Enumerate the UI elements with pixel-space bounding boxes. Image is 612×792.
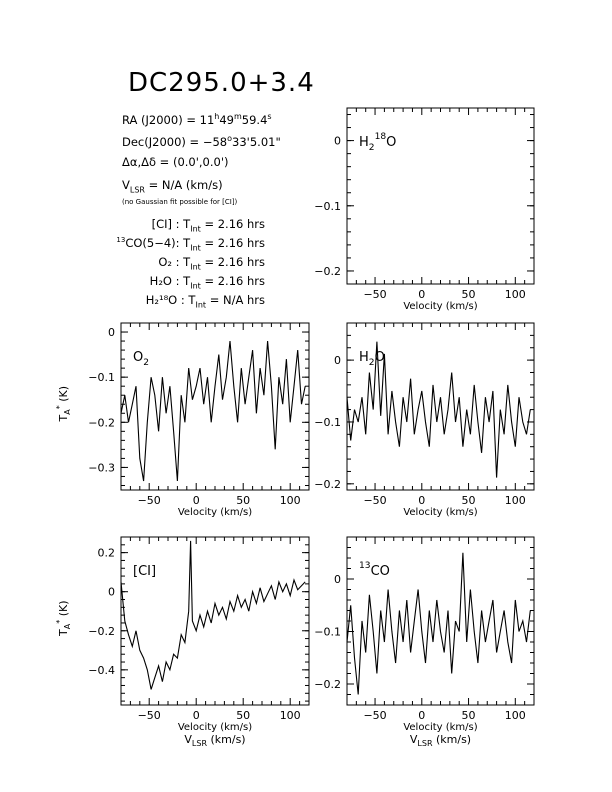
x-axis-label: Velocity (km/s) xyxy=(178,507,252,518)
chart-h218o: −50 0 50 100 0 −0.1 −0.2 Velocity (km/s) H2​18​O xyxy=(314,107,535,312)
spectrum-line-ci xyxy=(120,540,306,690)
chart-o2: −50 0 50 100 0 −0.1 −0.2 −0.3 Velocity (km/s) TA*… xyxy=(55,322,310,518)
y-tick-label: 0 xyxy=(334,573,341,586)
tint-line: H₂O : xyxy=(149,274,180,288)
y-tick-label: −0.2 xyxy=(314,478,341,491)
y-tick-label: 0 xyxy=(108,326,115,339)
tint-row: H₂¹⁸O : TInt = N/A hrs xyxy=(145,293,265,310)
spectrum-line-h2o xyxy=(346,341,531,478)
y-tick-label: −0.2 xyxy=(88,416,115,429)
offset-line: Δα,Δδ = (0.0',0.0') xyxy=(122,155,229,169)
x-tick-label: 0 xyxy=(418,494,425,507)
x-axis-label: Velocity (km/s) xyxy=(403,301,477,312)
y-tick-label: 0 xyxy=(334,354,341,367)
tint-line: O₂ : xyxy=(158,255,180,269)
x-axis-label: Velocity (km/s) xyxy=(178,722,252,733)
tint-line: H₂¹⁸O : xyxy=(145,293,185,307)
y-tick-label: −0.3 xyxy=(88,461,115,474)
tint-value: = N/A hrs xyxy=(209,293,265,307)
line-label-o2: O2​ xyxy=(133,350,149,368)
y-tick-label: −0.1 xyxy=(88,371,115,384)
y-tick-label: 0 xyxy=(108,586,115,599)
x-tick-label: 0 xyxy=(193,709,200,722)
tint-value: = 2.16 hrs xyxy=(204,255,265,269)
y-tick-label: −0.1 xyxy=(314,200,341,213)
line-label-13co: 13​CO xyxy=(359,561,390,579)
x-tick-label: 100 xyxy=(505,709,526,722)
tint-row: O₂ : TInt = 2.16 hrs xyxy=(158,255,265,272)
gaussian-note: (no Gaussian fit possible for [CI]) xyxy=(122,198,238,206)
x-tick-label: 50 xyxy=(462,709,476,722)
x-tick-label: 100 xyxy=(505,288,526,301)
tint-row: H₂O : TInt = 2.16 hrs xyxy=(149,274,265,291)
y-tick-label: −0.2 xyxy=(314,265,341,278)
tint-isotope: 13 xyxy=(116,236,126,245)
ra-hours: 11 xyxy=(199,112,215,127)
tint-line: [CI] : xyxy=(151,217,180,231)
plot-frame xyxy=(120,322,310,491)
spectrum-line-o2 xyxy=(120,341,306,482)
page-title: DC295.0+3.4 xyxy=(128,68,315,98)
y-tick-label: 0.2 xyxy=(98,547,116,560)
line-label-ci: [CI] xyxy=(133,564,156,579)
vlsr-line: VLSR = N/A (km/s) xyxy=(122,178,223,195)
chart-13co: −50 0 50 100 0 −0.1 −0.2 Velocity (km/s)VLSR (k… xyxy=(314,536,535,748)
x-tick-label: 100 xyxy=(280,494,301,507)
dec-line: Dec(J2000) = −58o33'5.01" xyxy=(122,134,281,149)
chart-ci: −50 0 50 100 0.2 0 −0.2 −0.4 Velocity (km/s)VLSR… xyxy=(55,536,310,748)
chart-h2o: −50 0 50 100 0 −0.1 −0.2 Velocity (km/s) H2​O xyxy=(314,322,535,518)
vlsr-axis-label: VLSR (km/s) xyxy=(410,733,471,748)
ra-label: RA (J2000) = xyxy=(122,112,196,127)
y-tick-label: −0.1 xyxy=(314,416,341,429)
dec-seconds: 5.01 xyxy=(249,134,276,149)
tint-line: CO(5−4): xyxy=(125,236,180,250)
y-tick-label: 0 xyxy=(334,135,341,148)
x-axis-label: Velocity (km/s) xyxy=(403,722,477,733)
tint-value: = 2.16 hrs xyxy=(204,236,265,250)
y-axis-label: TA* (K) xyxy=(55,386,72,423)
spectrum-line-13co xyxy=(346,552,531,695)
dec-degrees: −58 xyxy=(202,134,228,149)
x-tick-label: −50 xyxy=(363,709,386,722)
x-tick-label: 50 xyxy=(236,709,250,722)
ra-line: RA (J2000) = 11h49m59.4s xyxy=(122,112,272,127)
y-axis-label: TA* (K) xyxy=(55,600,72,637)
x-tick-label: 100 xyxy=(505,494,526,507)
x-axis-label: Velocity (km/s) xyxy=(403,507,477,518)
vlsr-value: = N/A (km/s) xyxy=(148,178,223,192)
ra-minutes: 49 xyxy=(219,112,234,127)
line-label-h2o: H2​O xyxy=(359,350,385,368)
x-tick-label: 50 xyxy=(236,494,250,507)
tint-value: = 2.16 hrs xyxy=(204,217,265,231)
y-tick-label: −0.2 xyxy=(88,625,115,638)
y-tick-label: −0.1 xyxy=(314,626,341,639)
x-tick-label: 100 xyxy=(280,709,301,722)
y-tick-label: −0.2 xyxy=(314,678,341,691)
x-tick-label: 0 xyxy=(418,709,425,722)
x-tick-label: −50 xyxy=(138,494,161,507)
ra-seconds: 59.4 xyxy=(241,112,268,127)
tint-row: [CI] : TInt = 2.16 hrs xyxy=(151,217,265,234)
y-tick-label: −0.4 xyxy=(88,664,115,677)
tint-row: 13CO(5−4): TInt = 2.16 hrs xyxy=(116,236,265,253)
vlsr-axis-label: VLSR (km/s) xyxy=(184,733,245,748)
x-tick-label: −50 xyxy=(363,288,386,301)
x-tick-label: −50 xyxy=(363,494,386,507)
line-label-h218o: H2​18​O xyxy=(359,132,396,153)
x-tick-label: 0 xyxy=(193,494,200,507)
x-tick-label: 50 xyxy=(462,288,476,301)
dec-minutes: 33 xyxy=(232,134,247,149)
tint-value: = 2.16 hrs xyxy=(204,274,265,288)
x-tick-label: 50 xyxy=(462,494,476,507)
dec-label: Dec(J2000) = xyxy=(122,134,200,149)
x-tick-label: 0 xyxy=(418,288,425,301)
plot-frame xyxy=(346,536,535,706)
x-tick-label: −50 xyxy=(138,709,161,722)
